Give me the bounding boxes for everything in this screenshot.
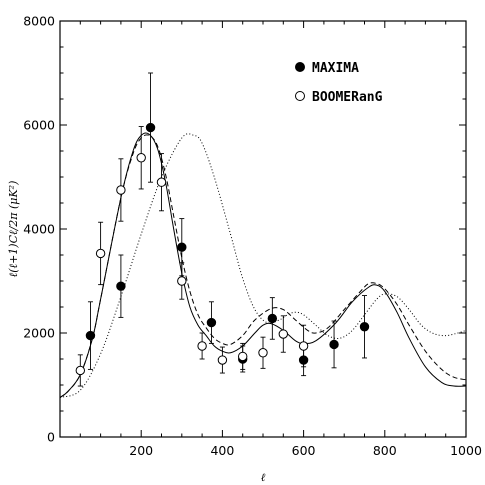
legend-marker-boomerang [295,91,305,101]
maxima-point-3 [177,242,187,252]
x-tick-label: 800 [373,443,397,458]
maxima-point-9 [359,322,370,332]
boomerang-point-4 [156,177,167,187]
boomerang-point-11 [298,341,309,351]
boomerang-point-10 [278,329,288,339]
y-tick-label: 0 [47,430,55,445]
data-points [75,72,370,387]
legend: MAXIMA BOOMERanG [295,61,383,105]
axis-ticks [59,20,467,438]
maxima-point-2 [145,122,156,133]
legend-label-maxima: MAXIMA [312,61,359,76]
y-tick-label: 2000 [23,326,55,341]
boomerang-point-3 [136,153,146,163]
maxima-point-8 [329,339,339,350]
maxima-point-4 [206,317,217,328]
x-tick-label: 400 [210,443,234,458]
tick-labels: 200 400 600 800 1000 0 2000 4000 6000 8000 [23,14,482,459]
model-curve-dashed [59,134,467,398]
maxima-point-6 [267,313,278,324]
boomerang-point-7 [217,355,228,365]
boomerang-point-5 [177,276,187,286]
y-tick-label: 4000 [23,222,55,237]
y-axis-label: ℓ(ℓ+1)Cℓ/2π (μK²) [7,181,20,278]
y-tick-label: 8000 [23,14,55,29]
x-tick-label: 200 [129,443,153,458]
y-tick-label: 6000 [23,118,55,133]
x-tick-label: 1000 [450,443,482,458]
boomerang-point-0 [75,365,86,376]
model-curve-solid [59,132,467,398]
legend-marker-maxima [295,62,305,72]
boomerang-point-1 [95,248,106,259]
boomerang-point-8 [238,351,248,362]
boomerang-point-2 [116,185,126,195]
plot-frame [59,20,467,438]
x-tick-label: 600 [292,443,316,458]
maxima-point-0 [85,330,96,341]
x-axis-label: ℓ [261,471,266,484]
model-curves [59,132,467,398]
legend-label-boomerang: BOOMERanG [312,90,383,105]
boomerang-point-9 [258,348,268,358]
maxima-point-1 [116,281,126,291]
boomerang-point-6 [197,341,207,351]
